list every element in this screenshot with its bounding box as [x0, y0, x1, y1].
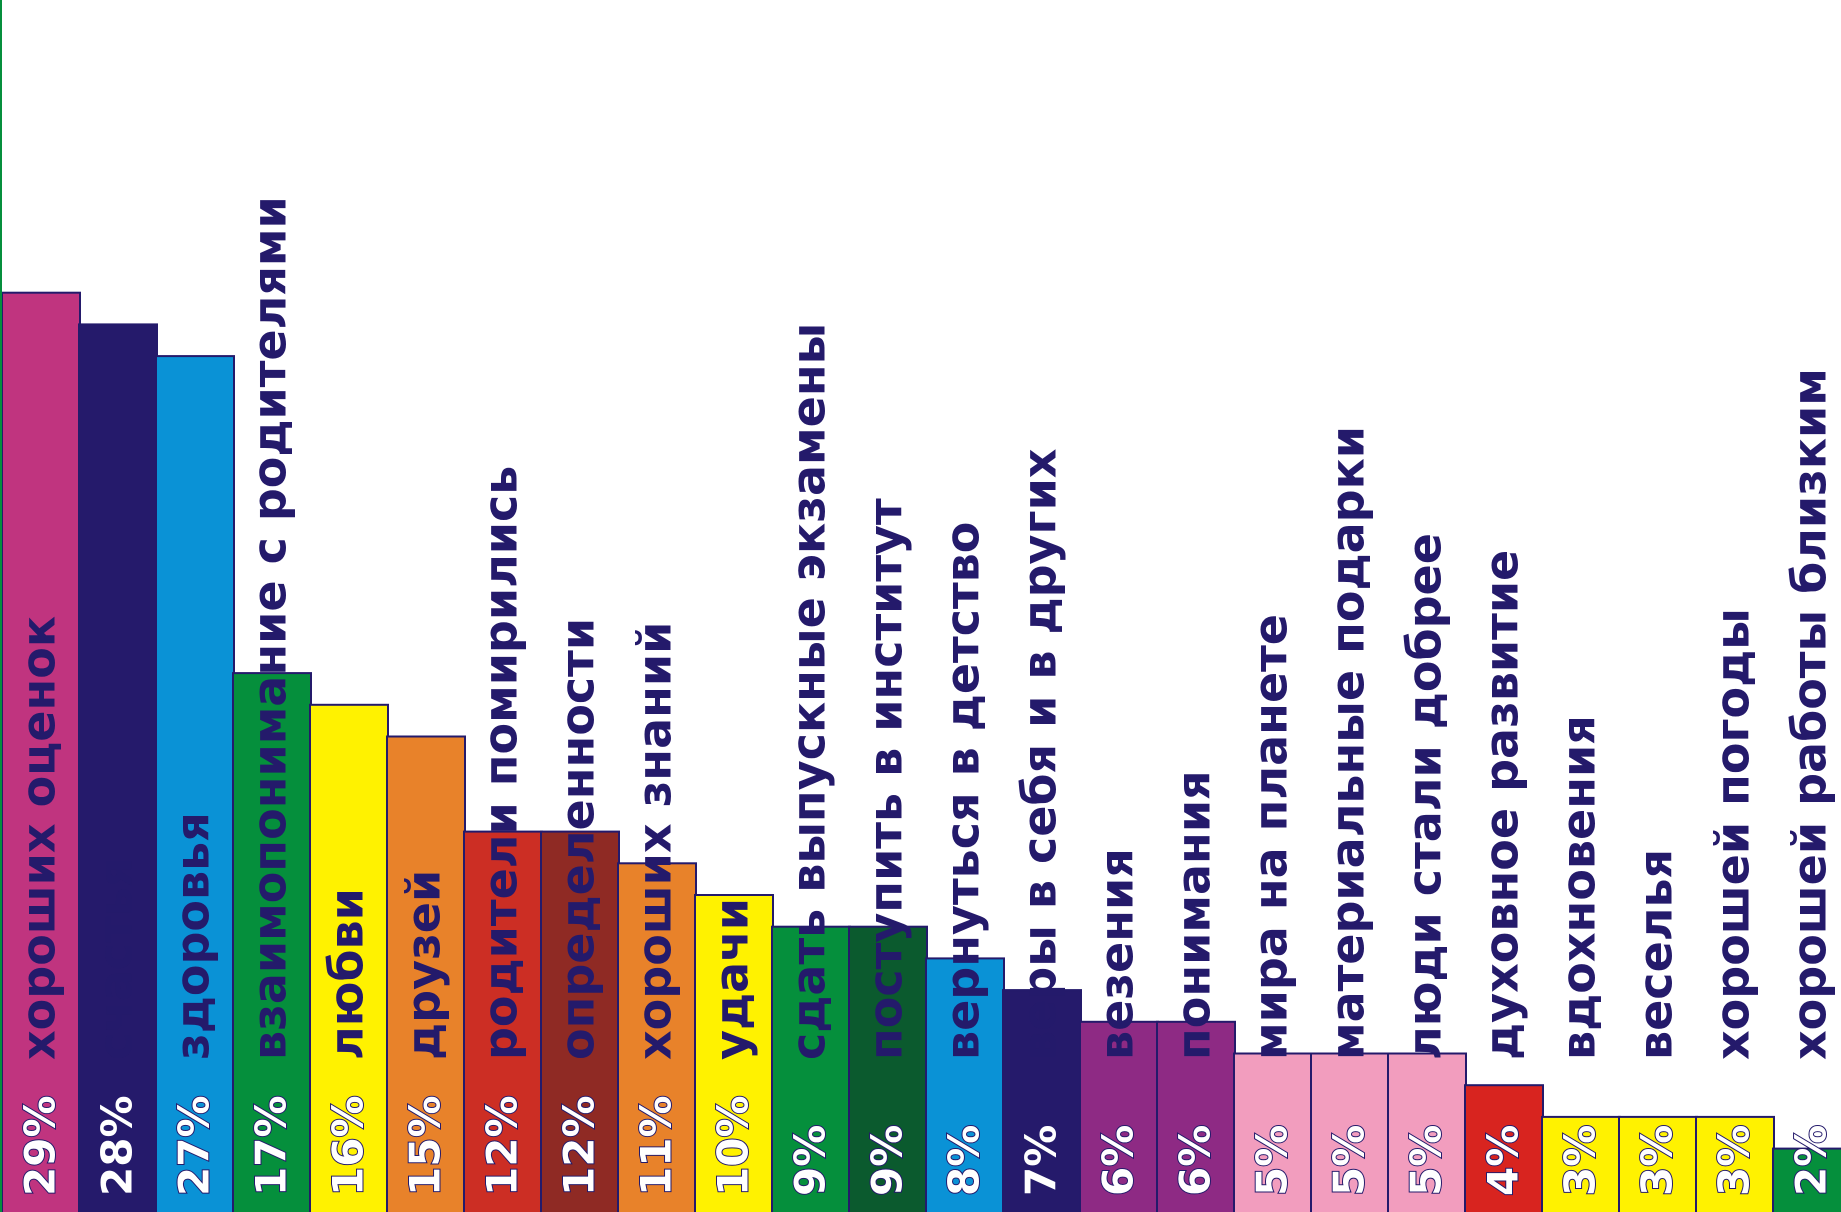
category-label-22: веселья: [1629, 849, 1683, 1060]
value-label-22: 3%: [1633, 1125, 1682, 1196]
bar-9: [617, 862, 697, 1212]
bar-14: [1002, 989, 1082, 1212]
category-label-20: духовное развитие: [1475, 550, 1529, 1060]
category-label-14: веры в себя и в других: [1013, 449, 1067, 1060]
bar-17: [1233, 1052, 1313, 1212]
bar-1: [1, 291, 81, 1212]
category-label-16: понимания: [1167, 770, 1221, 1060]
value-label-11: 9%: [786, 1125, 835, 1196]
category-label-9: хороших знаний: [628, 622, 682, 1060]
value-label-10: 10%: [709, 1095, 758, 1196]
value-label-7: 12%: [478, 1095, 527, 1196]
bar-19: [1387, 1052, 1467, 1212]
category-label-12: поступить в институт: [859, 498, 913, 1060]
category-label-1: хороших оценок: [12, 616, 66, 1060]
value-label-8: 12%: [555, 1095, 604, 1196]
value-label-17: 5%: [1248, 1125, 1297, 1196]
value-label-5: 16%: [324, 1095, 373, 1196]
value-label-20: 4%: [1479, 1125, 1528, 1196]
bar-11: [771, 925, 851, 1212]
category-label-5: любви: [320, 888, 374, 1060]
bar-18: [1310, 1052, 1390, 1212]
bar-2: [78, 323, 158, 1212]
category-label-13: вернуться в детство: [936, 522, 990, 1060]
bar-24: [1772, 1147, 1841, 1212]
bar-4: [232, 672, 312, 1212]
bar-13: [925, 957, 1005, 1212]
category-label-21: вдохновения: [1552, 715, 1606, 1060]
category-label-10: удачи: [705, 898, 759, 1060]
value-label-14: 7%: [1017, 1125, 1066, 1196]
value-label-19: 5%: [1402, 1125, 1451, 1196]
bar-5: [309, 703, 389, 1212]
bar-6: [386, 735, 466, 1212]
category-label-15: везения: [1090, 848, 1144, 1060]
bar-20: [1464, 1084, 1544, 1212]
category-label-17: мира на планете: [1244, 614, 1298, 1060]
value-label-16: 6%: [1171, 1125, 1220, 1196]
value-label-1: 29%: [16, 1095, 65, 1196]
value-label-2: 28%: [93, 1095, 142, 1196]
category-label-19: люди стали добрее: [1398, 533, 1452, 1060]
value-label-21: 3%: [1556, 1125, 1605, 1196]
category-label-6: друзей: [397, 870, 451, 1060]
category-label-8: определенности: [551, 618, 605, 1060]
category-label-3: здоровья: [166, 812, 220, 1060]
bar-23: [1695, 1115, 1775, 1212]
category-labels-group: хороших оценок счастья здоровья взаимопоним…: [12, 196, 1837, 1060]
bar-7: [463, 830, 543, 1212]
bar-3: [155, 355, 235, 1212]
value-label-12: 9%: [863, 1125, 912, 1196]
category-label-11: сдать выпускные экзамены: [782, 323, 836, 1060]
value-label-23: 3%: [1710, 1125, 1759, 1196]
value-label-13: 8%: [940, 1125, 989, 1196]
category-label-7: родители помирились: [474, 466, 528, 1060]
value-label-6: 15%: [401, 1095, 450, 1196]
bar-15: [1079, 1020, 1159, 1212]
value-label-3: 27%: [170, 1095, 219, 1196]
category-label-2: счастья: [89, 858, 143, 1060]
category-label-24: хорошей работы близким: [1783, 368, 1837, 1060]
bar-8: [540, 830, 620, 1212]
category-label-18: материальные подарки: [1321, 426, 1375, 1060]
category-label-4: взаимопонимание с родителями: [243, 196, 297, 1060]
value-labels-group: 29% 28% 27% 17% 16% 15% 12% 12% 11% 10% 9% 9% 8% 7% 6%…: [15, 1094, 1837, 1197]
value-label-4: 17%: [247, 1095, 296, 1196]
value-label-15: 6%: [1094, 1125, 1143, 1196]
bars-group: [1, 291, 1841, 1212]
value-label-9: 11%: [632, 1095, 681, 1196]
bar-10: [694, 894, 774, 1212]
category-label-23: хорошей погоды: [1706, 608, 1760, 1060]
bar-16: [1156, 1020, 1236, 1212]
value-label-18: 5%: [1325, 1125, 1374, 1196]
value-label-24: 2%: [1787, 1125, 1836, 1196]
